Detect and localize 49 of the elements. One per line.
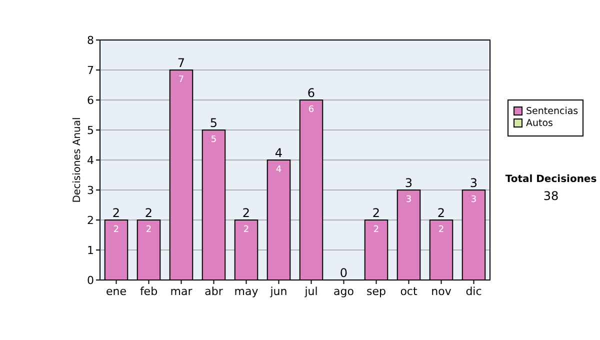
y-tick-label: 3: [87, 184, 94, 197]
x-tick-label: jul: [304, 285, 318, 298]
data-label: 2: [113, 225, 120, 235]
data-label: 4: [276, 165, 282, 175]
legend-label: Autos: [526, 118, 554, 129]
y-tick-label: 6: [87, 94, 94, 107]
total-label: 3: [404, 176, 413, 190]
x-tick-label: abr: [204, 285, 224, 298]
text: 38: [543, 189, 559, 203]
total-label: 7: [177, 56, 186, 70]
y-tick-label: 4: [87, 154, 94, 167]
data-label: 7: [178, 75, 184, 85]
x-tick-label: mar: [170, 285, 193, 298]
y-tick-label: 5: [87, 124, 94, 137]
total-label: 0: [340, 266, 348, 280]
data-label: 6: [308, 105, 314, 115]
x-tick-label: feb: [140, 285, 158, 298]
data-label: 2: [146, 225, 152, 235]
text: Total Decisiones: [505, 174, 597, 185]
y-tick-label: 8: [87, 34, 94, 47]
x-tick-label: ene: [106, 285, 127, 298]
x-tick-label: dic: [466, 285, 482, 298]
x-tick-label: sep: [366, 285, 386, 298]
y-tick-label: 7: [87, 64, 94, 77]
x-tick-label: oct: [400, 285, 418, 298]
data-label: 5: [210, 135, 217, 145]
x-tick-label: may: [234, 285, 259, 298]
total-label: 3: [470, 176, 478, 190]
data-label: 3: [470, 195, 477, 205]
data-label: 2: [373, 225, 380, 235]
y-axis-title: Decisiones Anual: [72, 117, 83, 203]
y-tick-label: 2: [87, 214, 94, 227]
total-label: 2: [372, 206, 380, 220]
y-tick-label: 0: [87, 274, 94, 287]
x-tick-label: jun: [269, 285, 288, 298]
x-tick-label: ago: [334, 285, 354, 298]
data-label: 3: [406, 195, 412, 205]
total-label: 4: [274, 146, 283, 160]
total-label: 6: [307, 86, 316, 100]
total-label: 2: [112, 206, 120, 220]
total-label: 5: [210, 116, 218, 130]
total-label: 2: [242, 206, 250, 220]
total-label: 2: [144, 206, 153, 220]
total-label: 2: [437, 206, 446, 220]
legend-label: Sentencias: [526, 106, 578, 117]
data-label: 2: [243, 225, 250, 235]
y-tick-label: 1: [87, 244, 94, 257]
x-tick-label: nov: [431, 285, 452, 298]
data-label: 2: [438, 225, 444, 235]
